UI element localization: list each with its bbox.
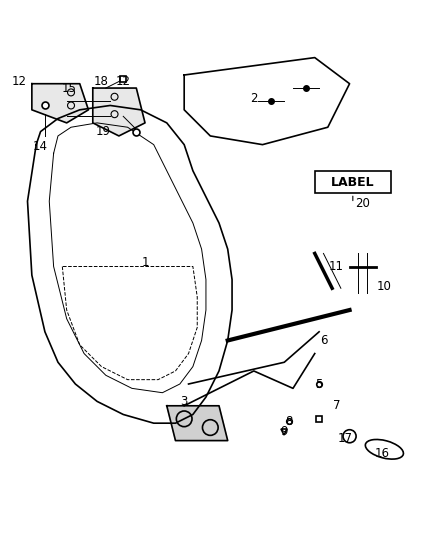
Text: 3: 3 <box>180 395 188 408</box>
Text: 11: 11 <box>329 260 344 273</box>
Text: 15: 15 <box>61 82 76 94</box>
Text: 6: 6 <box>320 334 327 347</box>
Text: 14: 14 <box>33 140 48 154</box>
Polygon shape <box>167 406 228 441</box>
Text: 2: 2 <box>250 92 258 106</box>
Text: 8: 8 <box>285 415 292 427</box>
Text: 20: 20 <box>355 197 370 210</box>
FancyBboxPatch shape <box>315 171 391 193</box>
Text: 5: 5 <box>315 377 323 391</box>
Text: 1: 1 <box>141 256 149 269</box>
Text: 12: 12 <box>116 75 131 88</box>
Text: 7: 7 <box>333 399 340 412</box>
Polygon shape <box>93 88 145 136</box>
Text: LABEL: LABEL <box>331 175 374 189</box>
Text: 17: 17 <box>338 432 353 445</box>
Text: 12: 12 <box>11 75 26 88</box>
Text: 9: 9 <box>280 425 288 438</box>
Text: 18: 18 <box>94 75 109 88</box>
Text: 10: 10 <box>377 280 392 293</box>
Text: 19: 19 <box>96 125 111 138</box>
Polygon shape <box>32 84 88 123</box>
Text: 16: 16 <box>374 447 390 460</box>
